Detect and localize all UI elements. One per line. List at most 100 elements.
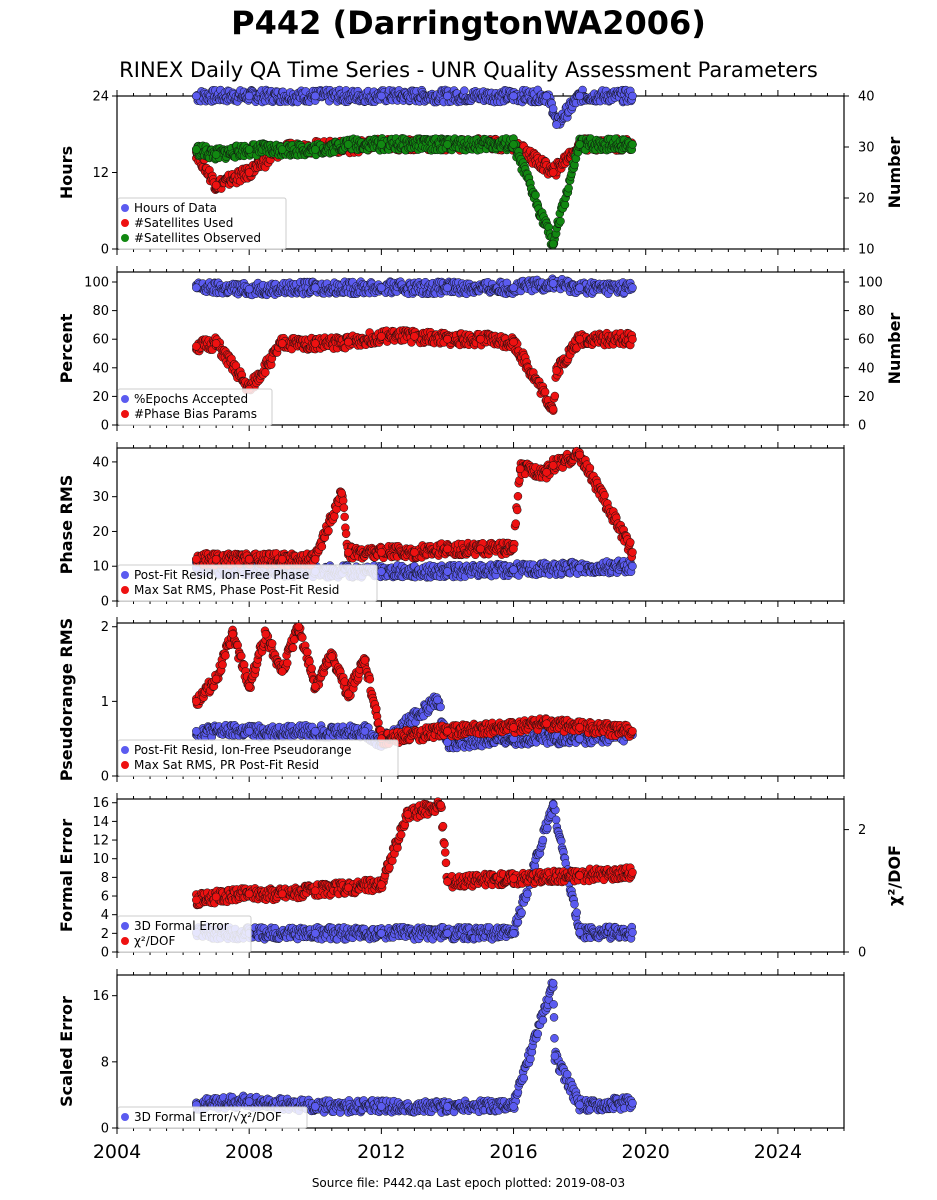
y-tick-label: 0 [101, 770, 109, 785]
y2-tick-label: 40 [858, 361, 875, 376]
y2-tick-label: 60 [858, 333, 875, 348]
data-point [628, 548, 637, 557]
data-point [443, 140, 452, 149]
y-tick-label: 40 [92, 455, 109, 470]
data-point [548, 461, 558, 470]
y-tick-label: 100 [84, 276, 109, 291]
series-1 [192, 85, 637, 129]
data-point [443, 334, 452, 344]
data-point [548, 168, 558, 177]
y-tick-label: 12 [92, 166, 109, 181]
legend-marker [121, 571, 129, 579]
data-point [515, 464, 525, 474]
data-point [211, 555, 221, 564]
legend-marker [121, 204, 129, 212]
y-tick-label: 2 [101, 620, 109, 635]
data-point [575, 283, 584, 292]
y-tick-label: 60 [92, 333, 109, 348]
data-point [377, 283, 386, 292]
y2-tick-label: 10 [858, 243, 875, 258]
y-tick-label: 1 [101, 695, 109, 710]
y2-tick-label: 40 [858, 90, 875, 105]
legend-label: %Epochs Accepted [134, 392, 248, 406]
data-point [460, 86, 469, 95]
data-point [443, 283, 452, 292]
data-point [548, 279, 558, 288]
y-tick-label: 30 [92, 490, 109, 505]
data-point [311, 283, 320, 292]
data-point [340, 512, 349, 522]
data-point [550, 391, 560, 401]
data-point [513, 492, 523, 501]
data-point [443, 567, 452, 576]
y-axis-label: Hours [57, 146, 76, 199]
data-point [628, 334, 637, 344]
legend-marker [121, 586, 129, 594]
data-point [341, 529, 351, 539]
data-point [192, 91, 201, 101]
data-point [211, 339, 221, 348]
data-point [330, 512, 339, 521]
data-point [476, 544, 485, 554]
y-tick-label: 0 [101, 243, 109, 258]
y-axis-label: Phase RMS [57, 475, 76, 575]
y2-tick-label: 30 [858, 141, 875, 156]
data-point [548, 104, 558, 113]
y-tick-label: 20 [92, 390, 109, 405]
data-point [244, 284, 254, 294]
data-point [377, 548, 386, 557]
legend-label: #Satellites Observed [134, 231, 261, 245]
data-point [317, 542, 327, 551]
y2-tick-label: 20 [858, 390, 875, 405]
y-tick-label: 0 [101, 595, 109, 610]
data-point [443, 91, 452, 101]
data-point [377, 567, 386, 576]
legend-label: #Satellites Used [134, 216, 233, 230]
legend-marker [121, 395, 129, 403]
data-point [556, 216, 565, 226]
data-point [337, 488, 346, 498]
data-point [575, 450, 584, 460]
data-point [377, 91, 386, 101]
legend-label: #Phase Bias Params [134, 407, 257, 421]
data-point [377, 332, 386, 341]
data-point [344, 337, 353, 347]
legend-marker [121, 410, 129, 418]
data-point [531, 190, 540, 200]
data-point [311, 91, 320, 101]
y2-tick-label: 80 [858, 304, 875, 319]
legend-label: Max Sat RMS, Phase Post-Fit Resid [134, 583, 339, 597]
data-point [548, 405, 558, 414]
y-axis-label: Percent [57, 313, 76, 383]
data-point [628, 561, 637, 571]
data-point [476, 334, 485, 344]
data-point [552, 366, 561, 375]
data-point [261, 368, 270, 377]
chart-subtitle: RINEX Daily QA Time Series - UNR Quality… [119, 58, 818, 82]
y-tick-label: 20 [92, 525, 109, 540]
data-point [600, 491, 609, 500]
data-point [410, 548, 419, 557]
legend-marker [121, 219, 129, 227]
data-point [511, 519, 520, 528]
legend-marker [121, 234, 129, 242]
data-point [542, 468, 551, 477]
y2-axis-label: Number [885, 313, 904, 385]
data-point [560, 200, 570, 210]
data-point [552, 120, 561, 129]
y2-tick-label: 20 [858, 192, 875, 207]
data-point [244, 168, 254, 177]
data-point [509, 140, 518, 149]
data-point [575, 140, 584, 149]
y-tick-label: 10 [92, 560, 109, 575]
y2-axis-label: Number [885, 137, 904, 209]
data-point [509, 565, 518, 574]
data-point [410, 332, 419, 341]
data-point [509, 283, 518, 292]
data-point [277, 555, 287, 564]
data-point [575, 563, 584, 573]
data-point [575, 334, 584, 344]
data-point [540, 387, 550, 397]
data-point [244, 91, 254, 101]
